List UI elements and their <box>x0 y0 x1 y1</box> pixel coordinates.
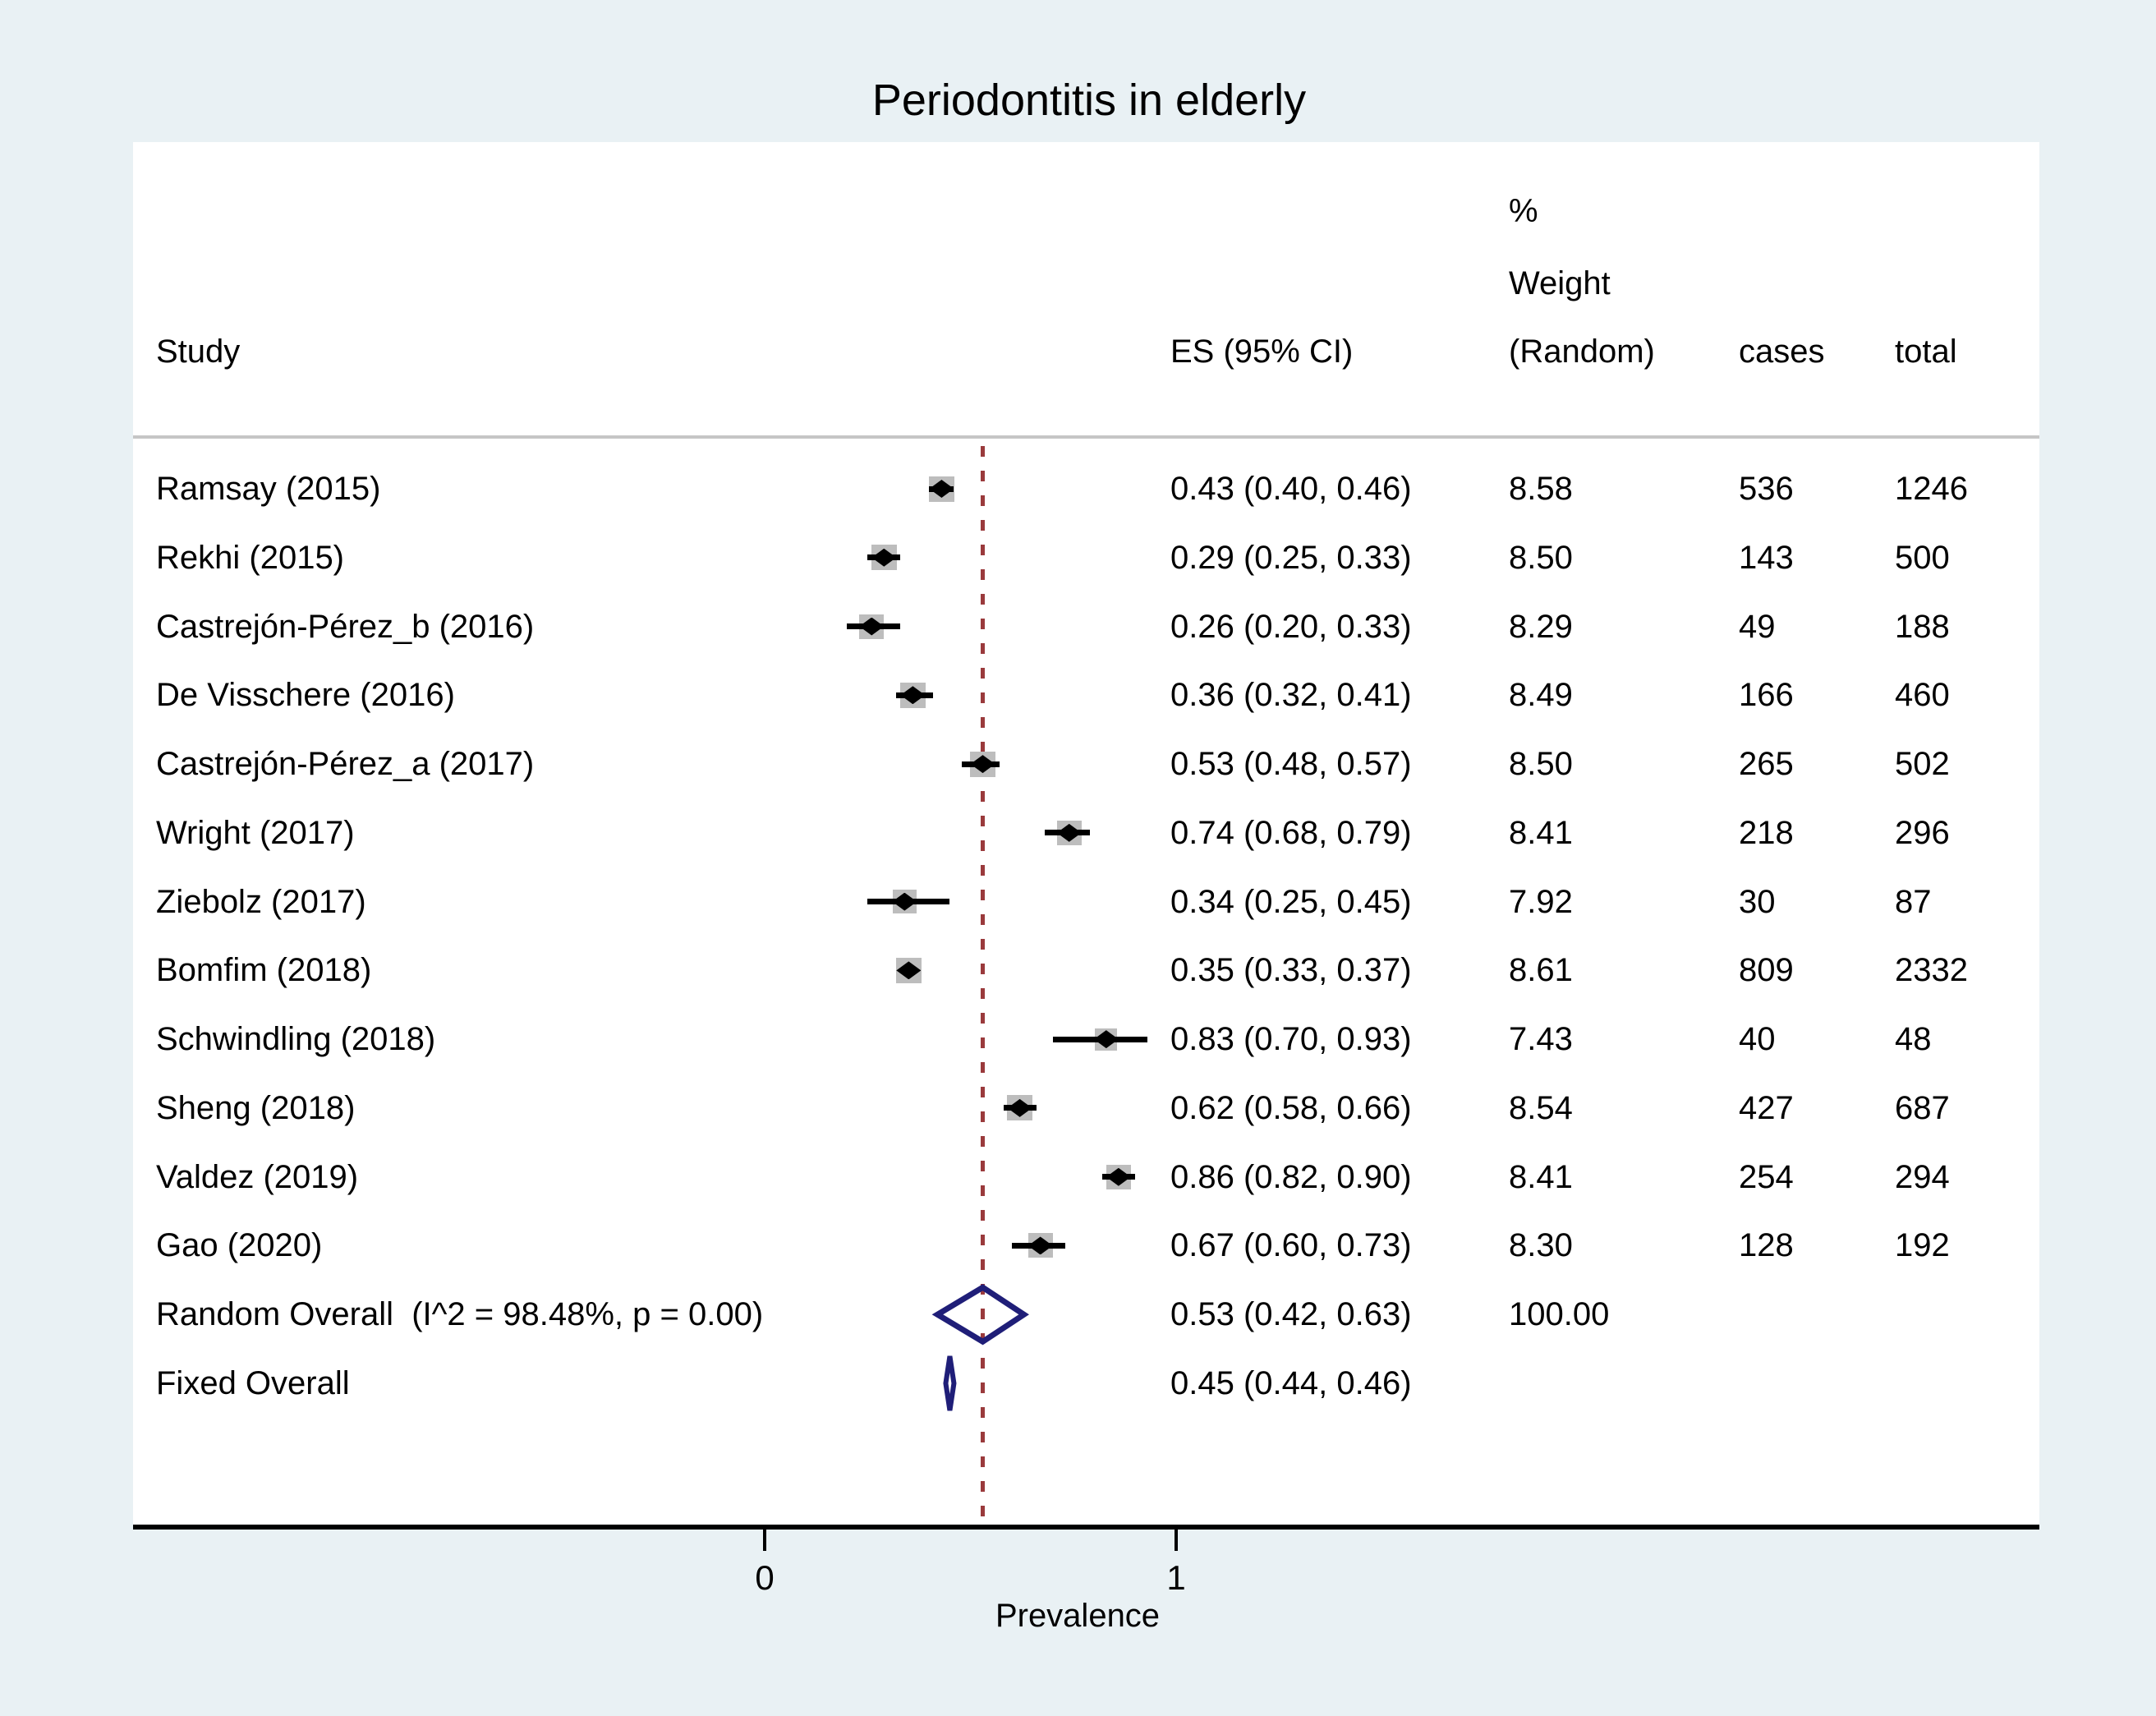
column-header-weight: Weight <box>1509 265 1611 301</box>
study-label: Ramsay (2015) <box>156 471 381 507</box>
es-ci-value: 0.74 (0.68, 0.79) <box>1170 814 1412 851</box>
cases-value: 128 <box>1739 1227 1794 1264</box>
point-estimate-marker <box>900 686 926 705</box>
weight-value: 8.58 <box>1509 471 1573 507</box>
weight-value: 8.61 <box>1509 952 1573 989</box>
null-reference-dashed-line <box>981 446 985 1525</box>
column-header-es: ES (95% CI) <box>1170 334 1354 370</box>
es-ci-value: 0.86 (0.82, 0.90) <box>1170 1158 1412 1195</box>
column-header-cases: cases <box>1739 334 1825 370</box>
point-estimate-marker <box>1007 1098 1032 1117</box>
total-value: 87 <box>1895 883 1932 920</box>
weight-value: 8.54 <box>1509 1089 1573 1126</box>
x-axis-tick-label-1: 1 <box>1166 1558 1186 1597</box>
es-ci-value: 0.45 (0.44, 0.46) <box>1170 1365 1412 1401</box>
weight-value: 8.49 <box>1509 677 1573 714</box>
weight-value: 7.92 <box>1509 883 1573 920</box>
header-divider <box>133 435 2039 439</box>
es-ci-value: 0.53 (0.42, 0.63) <box>1170 1296 1412 1333</box>
cases-value: 427 <box>1739 1089 1794 1126</box>
chart-title: Periodontitis in elderly <box>871 76 1307 125</box>
point-estimate-marker <box>1027 1236 1053 1255</box>
point-estimate-marker <box>859 617 885 636</box>
x-axis-tick-0 <box>763 1530 766 1551</box>
cases-value: 49 <box>1739 608 1776 645</box>
total-value: 296 <box>1895 814 1950 851</box>
point-estimate-marker <box>871 548 897 567</box>
total-value: 2332 <box>1895 952 1968 989</box>
weight-value: 8.50 <box>1509 539 1573 576</box>
x-axis-tick-1 <box>1175 1530 1178 1551</box>
column-header-weight-model: (Random) <box>1509 334 1655 370</box>
total-value: 687 <box>1895 1089 1950 1126</box>
total-value: 48 <box>1895 1021 1932 1058</box>
total-value: 502 <box>1895 746 1950 783</box>
es-ci-value: 0.35 (0.33, 0.37) <box>1170 952 1412 989</box>
es-ci-value: 0.67 (0.60, 0.73) <box>1170 1227 1412 1264</box>
total-value: 294 <box>1895 1158 1950 1195</box>
es-ci-value: 0.53 (0.48, 0.57) <box>1170 746 1412 783</box>
cases-value: 143 <box>1739 539 1794 576</box>
study-label: De Visschere (2016) <box>156 677 455 714</box>
study-label: Castrejón-Pérez_a (2017) <box>156 746 535 783</box>
study-label: Ziebolz (2017) <box>156 883 366 920</box>
cases-value: 265 <box>1739 746 1794 783</box>
total-value: 500 <box>1895 539 1950 576</box>
weight-value: 8.41 <box>1509 814 1573 851</box>
weight-value: 100.00 <box>1509 1296 1610 1333</box>
study-label: Schwindling (2018) <box>156 1021 436 1058</box>
x-axis-title: Prevalence <box>995 1598 1161 1634</box>
fixed-overall-diamond <box>943 1355 957 1411</box>
cases-value: 218 <box>1739 814 1794 851</box>
study-label: Sheng (2018) <box>156 1089 356 1126</box>
point-estimate-marker <box>1093 1030 1119 1049</box>
weight-value: 8.29 <box>1509 608 1573 645</box>
es-ci-value: 0.62 (0.58, 0.66) <box>1170 1089 1412 1126</box>
column-header-percent: % <box>1509 193 1538 229</box>
weight-value: 7.43 <box>1509 1021 1573 1058</box>
point-estimate-marker <box>1056 823 1082 842</box>
point-estimate-marker <box>929 480 954 498</box>
point-estimate-marker <box>892 892 917 911</box>
total-value: 188 <box>1895 608 1950 645</box>
point-estimate-marker <box>896 961 922 980</box>
cases-value: 40 <box>1739 1021 1776 1058</box>
es-ci-value: 0.83 (0.70, 0.93) <box>1170 1021 1412 1058</box>
overall-label: Fixed Overall <box>156 1365 350 1401</box>
weight-value: 8.50 <box>1509 746 1573 783</box>
point-estimate-marker <box>970 755 995 774</box>
cases-value: 30 <box>1739 883 1776 920</box>
cases-value: 166 <box>1739 677 1794 714</box>
total-value: 1246 <box>1895 471 1968 507</box>
overall-label: Random Overall (I^2 = 98.48%, p = 0.00) <box>156 1296 764 1333</box>
es-ci-value: 0.43 (0.40, 0.46) <box>1170 471 1412 507</box>
x-axis-line <box>133 1525 2039 1530</box>
cases-value: 536 <box>1739 471 1794 507</box>
column-header-study: Study <box>156 334 241 370</box>
cases-value: 809 <box>1739 952 1794 989</box>
study-label: Valdez (2019) <box>156 1158 359 1195</box>
weight-value: 8.30 <box>1509 1227 1573 1264</box>
weight-value: 8.41 <box>1509 1158 1573 1195</box>
es-ci-value: 0.36 (0.32, 0.41) <box>1170 677 1412 714</box>
study-label: Bomfim (2018) <box>156 952 372 989</box>
random-overall-diamond <box>931 1284 1029 1346</box>
cases-value: 254 <box>1739 1158 1794 1195</box>
total-value: 192 <box>1895 1227 1950 1264</box>
es-ci-value: 0.34 (0.25, 0.45) <box>1170 883 1412 920</box>
study-label: Wright (2017) <box>156 814 355 851</box>
study-label: Gao (2020) <box>156 1227 323 1264</box>
column-header-total: total <box>1895 334 1957 370</box>
study-label: Castrejón-Pérez_b (2016) <box>156 608 535 645</box>
total-value: 460 <box>1895 677 1950 714</box>
point-estimate-marker <box>1106 1167 1131 1186</box>
x-axis-tick-label-0: 0 <box>755 1558 775 1597</box>
es-ci-value: 0.29 (0.25, 0.33) <box>1170 539 1412 576</box>
study-label: Rekhi (2015) <box>156 539 345 576</box>
es-ci-value: 0.26 (0.20, 0.33) <box>1170 608 1412 645</box>
